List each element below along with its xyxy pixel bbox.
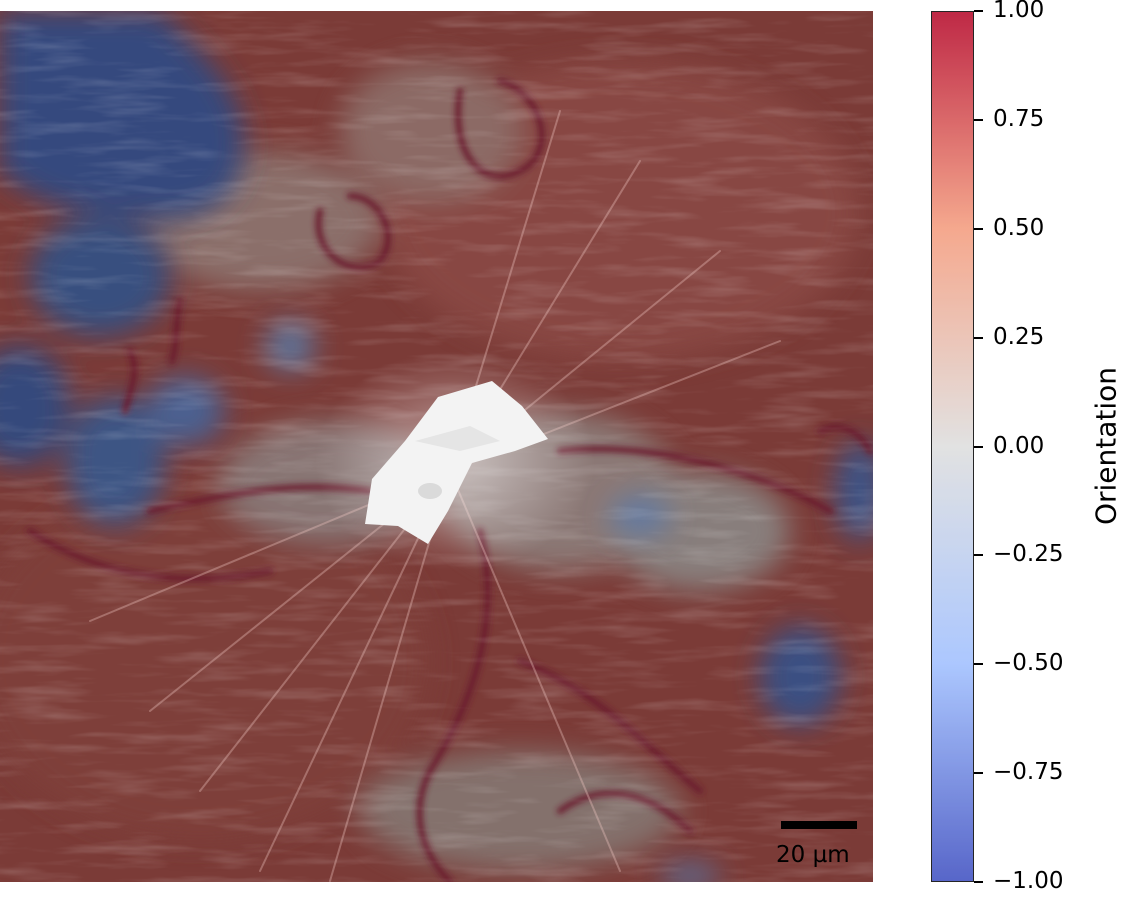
colorbar-tick: [974, 881, 983, 883]
cell-body: [365, 381, 548, 544]
colorbar-tick-label: 0.00: [993, 432, 1045, 459]
colorbar-tick: [974, 663, 983, 666]
colorbar-tick-label: −0.50: [993, 650, 1064, 677]
colorbar-tick: [974, 227, 983, 230]
colorbar-tick-label: −1.00: [993, 868, 1064, 894]
colorbar-tick: [974, 554, 983, 557]
colorbar-tick-label: −0.75: [993, 759, 1064, 786]
colorbar-tick-label: 0.25: [993, 323, 1045, 350]
colorbar-tick-label: 1.00: [993, 0, 1045, 23]
scale-bar: [781, 821, 857, 829]
colorbar-tick: [974, 336, 983, 339]
colorbar-tick-label: 0.50: [993, 214, 1045, 241]
colorbar-tick: [974, 10, 983, 12]
colorbar-tick: [974, 445, 983, 448]
scale-bar-label: 20 µm: [776, 842, 850, 868]
colorbar: [931, 11, 974, 882]
colorbar-label: Orientation: [1089, 366, 1123, 526]
colorbar-tick: [974, 118, 983, 121]
microscopy-image: [0, 11, 873, 882]
colorbar-tick: [974, 772, 983, 775]
colorbar-tick-label: −0.25: [993, 541, 1064, 568]
colorbar-tick-label: 0.75: [993, 105, 1045, 132]
